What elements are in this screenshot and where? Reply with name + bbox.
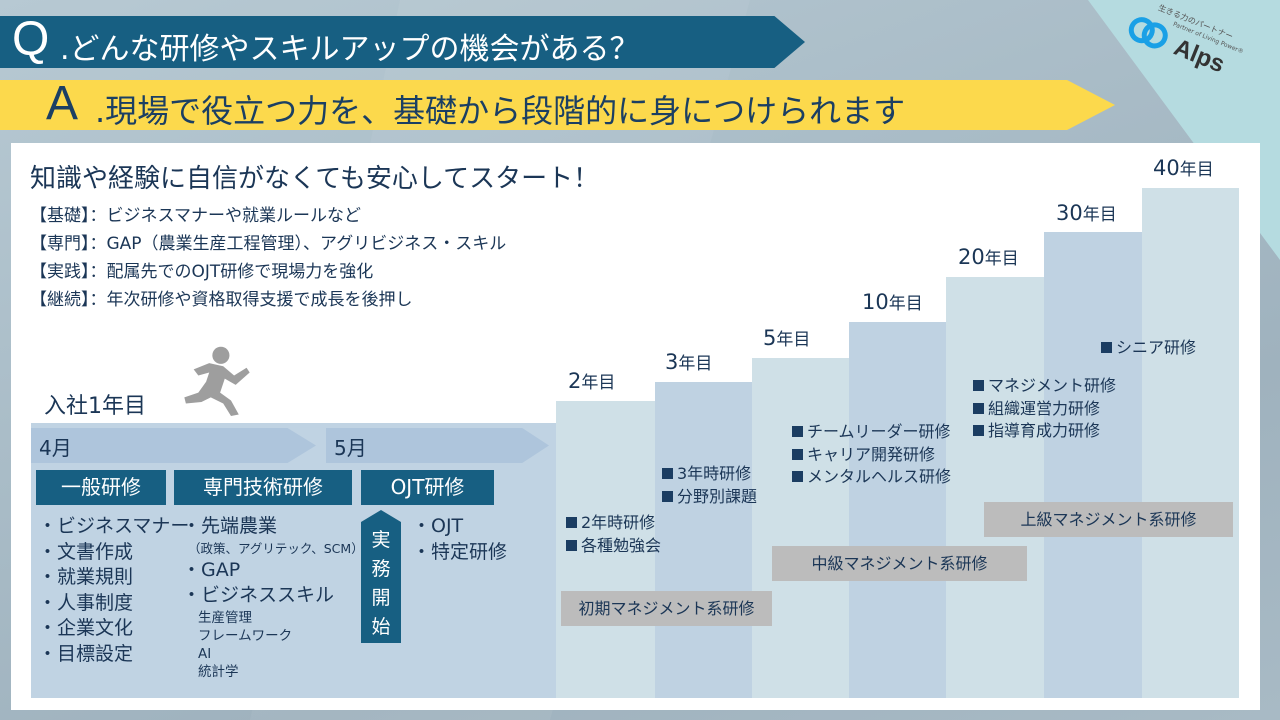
answer-banner: A .現場で役立つ力を、基礎から段階的に身につけられます — [0, 80, 1115, 130]
year-1-label: 入社1年目 — [44, 394, 146, 419]
a-letter: A — [46, 77, 79, 130]
list-subitem: フレームワーク — [198, 627, 293, 644]
year-label-3: 3年目 — [665, 350, 713, 374]
square-bullet-icon — [662, 490, 673, 502]
question-text: .どんな研修やスキルアップの機会がある？ — [60, 32, 640, 67]
track-initial-management: 初期マネジメント系研修 — [561, 591, 772, 626]
list-item: ・特定研修 — [412, 540, 508, 563]
month-april-arrow: 4月 — [31, 428, 316, 463]
month-may-arrow: 5月 — [326, 428, 549, 463]
square-bullet-icon — [973, 402, 984, 414]
year-20-trainings: マネジメント研修 組織運営力研修 指導育成力研修 — [973, 375, 1116, 443]
list-item: ・文書作成 — [38, 540, 134, 563]
year-label-20: 20年目 — [958, 245, 1019, 269]
list-item: ・目標設定 — [38, 642, 134, 665]
technical-training-list: ・先端農業 （政策、アグリテック、SCM） ・GAP ・ビジネススキル 生産管理… — [182, 514, 364, 681]
list-item: ・ビジネスマナー — [38, 515, 190, 537]
column-year-20 — [946, 277, 1044, 698]
training-item: チームリーダー研修 — [792, 421, 951, 444]
year-30-trainings: シニア研修 — [1101, 337, 1196, 360]
year-label-10: 10年目 — [862, 290, 923, 314]
training-item: シニア研修 — [1101, 337, 1196, 360]
key-points: 【基礎】：ビジネスマナーや就業ルールなど 【専門】：GAP（農業生産工程管理）、… — [30, 202, 506, 314]
column-year-3 — [655, 382, 752, 698]
list-item-note: （政策、アグリテック、SCM） — [188, 540, 364, 556]
training-item: メンタルヘルス研修 — [792, 466, 951, 489]
year-2-trainings: 2年時研修 各種勉強会 — [566, 512, 661, 557]
track-advanced-management: 上級マネジメント系研修 — [984, 502, 1233, 537]
work-start-badge: 実 務 開 始 — [361, 510, 401, 643]
column-year-40 — [1142, 188, 1239, 698]
list-subitem: 統計学 — [198, 663, 239, 680]
column-year-5 — [752, 358, 849, 698]
training-item: 2年時研修 — [566, 512, 661, 535]
list-item: ・人事制度 — [38, 591, 134, 614]
year-label-30: 30年目 — [1056, 201, 1117, 225]
technical-training-header: 専門技術研修 — [174, 470, 352, 505]
list-item: ・先端農業 — [182, 515, 278, 537]
general-training-list: ・ビジネスマナー ・文書作成 ・就業規則 ・人事制度 ・企業文化 ・目標設定 — [38, 514, 189, 667]
badge-char: 務 — [371, 558, 391, 580]
square-bullet-icon — [1101, 342, 1112, 353]
list-item: ・企業文化 — [38, 617, 134, 639]
column-year-10 — [849, 322, 946, 698]
column-year-30 — [1044, 232, 1142, 698]
square-bullet-icon — [973, 380, 984, 391]
square-bullet-icon — [792, 471, 803, 482]
list-item: ・ビジネススキル — [182, 584, 335, 606]
square-bullet-icon — [973, 425, 984, 436]
list-subitem: 生産管理 — [198, 609, 252, 626]
year-label-2: 2年目 — [568, 369, 616, 393]
square-bullet-icon — [566, 539, 577, 551]
q-letter: Q — [12, 13, 50, 66]
training-item: 分野別課題 — [662, 486, 757, 509]
year-5-trainings: チームリーダー研修 キャリア開発研修 メンタルヘルス研修 — [792, 421, 951, 489]
question-banner: Q .どんな研修やスキルアップの機会がある？ — [0, 16, 805, 68]
lead-text: 知識や経験に自信がなくても安心してスタート！ — [30, 164, 600, 194]
training-item: 組織運営力研修 — [973, 398, 1116, 421]
badge-char: 開 — [371, 587, 391, 609]
point-basic: 【基礎】：ビジネスマナーや就業ルールなど — [30, 206, 361, 226]
answer-text: .現場で役立つ力を、基礎から段階的に身につけられます — [95, 92, 906, 130]
point-practice: 【実践】：配属先でのOJT研修で現場力を強化 — [30, 262, 374, 282]
training-item: キャリア開発研修 — [792, 444, 951, 467]
square-bullet-icon — [792, 426, 803, 437]
badge-char: 実 — [371, 529, 391, 551]
logo-rings-icon — [1124, 13, 1177, 54]
running-person-icon — [184, 346, 250, 416]
training-item: 3年時研修 — [662, 463, 757, 486]
point-specialized: 【専門】：GAP（農業生産工程管理）、アグリビジネス・スキル — [30, 234, 507, 254]
training-item: 各種勉強会 — [566, 535, 661, 558]
ojt-training-header: OJT研修 — [361, 470, 494, 505]
list-item: ・就業規則 — [38, 566, 134, 588]
year-label-40: 40年目 — [1153, 156, 1214, 180]
year-3-trainings: 3年時研修 分野別課題 — [662, 463, 757, 508]
list-item: ・OJT — [412, 515, 464, 537]
year-label-5: 5年目 — [763, 326, 811, 350]
month-april: 4月 — [39, 436, 72, 460]
square-bullet-icon — [662, 468, 673, 479]
square-bullet-icon — [566, 517, 577, 528]
training-item: 指導育成力研修 — [973, 420, 1116, 443]
list-item: ・GAP — [182, 558, 241, 581]
month-may: 5月 — [334, 436, 367, 460]
list-subitem: AI — [198, 645, 212, 662]
ojt-training-list: ・OJT ・特定研修 — [412, 514, 507, 565]
badge-char: 始 — [371, 616, 391, 638]
general-training-header: 一般研修 — [36, 470, 166, 505]
year-1-block — [31, 423, 556, 698]
point-continuous: 【継続】：年次研修や資格取得支援で成長を後押し — [30, 290, 413, 310]
track-intermediate-management: 中級マネジメント系研修 — [772, 546, 1027, 581]
square-bullet-icon — [792, 448, 803, 460]
training-item: マネジメント研修 — [973, 375, 1116, 398]
